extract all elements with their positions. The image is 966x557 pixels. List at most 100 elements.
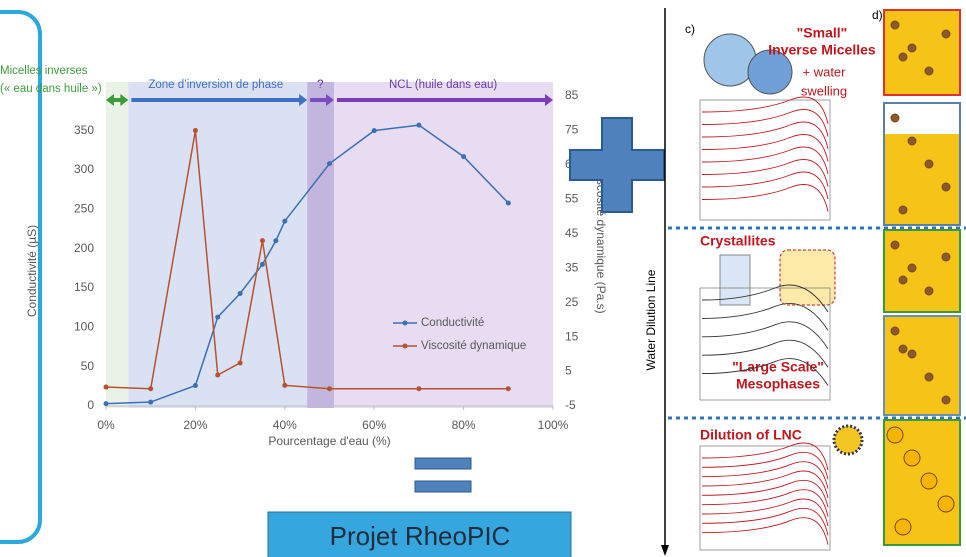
mini-curve — [701, 284, 829, 313]
panel-label: d) — [872, 8, 883, 22]
point — [327, 386, 332, 392]
zone — [333, 82, 553, 408]
mini-curve — [701, 451, 829, 480]
mini-curve — [701, 146, 829, 175]
zone-label: Zone d’inversion de phase — [148, 79, 283, 91]
figure-title: Crystallites — [700, 233, 776, 249]
point — [103, 401, 109, 407]
y-tick-label: 50 — [81, 359, 95, 373]
point — [282, 382, 288, 388]
y2-tick-label: 75 — [565, 123, 579, 137]
mini-curve — [701, 489, 829, 517]
figure-title: "Small" — [797, 25, 848, 41]
plus-sign — [569, 117, 665, 213]
point — [505, 200, 511, 206]
tile-dot — [907, 136, 917, 146]
zone-label: Micelles inverses — [0, 65, 88, 77]
arrow-head — [299, 94, 308, 106]
point — [215, 314, 221, 320]
y2-tick-label: 35 — [565, 260, 579, 274]
point — [327, 161, 332, 167]
zone — [106, 82, 129, 408]
y2-tick-label: 25 — [565, 295, 579, 309]
tile-dot — [894, 518, 912, 536]
tile-dot — [903, 449, 921, 467]
arrow-head — [106, 94, 114, 106]
point — [416, 386, 422, 392]
y-axis-label: Conductivité (µS) — [25, 225, 39, 317]
zone — [307, 82, 334, 408]
x-tick-label: 20% — [183, 418, 207, 432]
y-tick-label: 350 — [74, 123, 94, 137]
tile-dot — [907, 349, 917, 359]
point — [461, 154, 467, 160]
mini-curve — [701, 134, 829, 162]
crystal-icon — [779, 249, 836, 306]
tile-dot — [898, 205, 908, 215]
mini-curve — [701, 358, 829, 386]
arrow-head — [545, 94, 553, 106]
lnc-icon — [832, 424, 864, 456]
mini-curve — [701, 321, 829, 350]
chart: Micelles inverses (« eau dans huile ») Zon… — [0, 65, 608, 448]
zone-label: ? — [317, 79, 323, 91]
point — [282, 218, 288, 224]
tile-dot — [890, 240, 900, 250]
point — [148, 399, 154, 405]
mini-curve — [701, 517, 829, 545]
x-tick-label: 60% — [362, 418, 386, 432]
project-box — [267, 511, 572, 557]
axis-arrow — [661, 545, 669, 556]
y-tick-label: 250 — [74, 201, 94, 215]
mini-curve — [701, 442, 829, 471]
mini-curve — [701, 507, 829, 536]
mini-curve — [701, 121, 829, 150]
x-tick-label: 40% — [273, 418, 297, 432]
tile-dot — [898, 52, 908, 62]
tile-dot — [924, 372, 934, 382]
tile-dot — [937, 495, 955, 513]
crystal-icon — [719, 254, 751, 306]
mini-curve — [701, 109, 829, 137]
micelle-icon — [703, 33, 757, 87]
tile-dot — [907, 43, 917, 53]
equals-bar — [414, 480, 472, 493]
tiles — [883, 9, 961, 546]
point — [505, 386, 511, 392]
mini-curve — [701, 470, 829, 499]
mini-curve — [701, 479, 829, 508]
tile-dot — [924, 159, 934, 169]
mini-curve — [701, 302, 829, 331]
figure-title: "Large Scale" — [732, 359, 824, 375]
zone-label: (« eau dans huile ») — [0, 83, 102, 95]
y2-tick-label: 85 — [565, 88, 579, 102]
equals-bar — [414, 457, 472, 470]
project-title: Projet RheoPIC — [330, 521, 511, 551]
figure-title: Dilution of LNC — [700, 427, 802, 443]
mini-curve — [701, 171, 829, 200]
arrow-head — [120, 94, 129, 106]
mini-plots — [699, 96, 831, 551]
figure-title: Inverse Micelles — [768, 42, 876, 58]
figure: Water Dilution Line c) d) "Small" Invers… — [644, 8, 966, 556]
tile-dot — [924, 66, 934, 76]
legend-label: Conductivité — [421, 317, 484, 329]
point — [192, 127, 198, 133]
arrow-head — [325, 94, 334, 106]
series-line — [105, 130, 509, 390]
x-tick-label: 80% — [452, 418, 476, 432]
mini-curve — [701, 339, 829, 368]
point — [416, 122, 422, 128]
tile-dot — [941, 395, 951, 405]
point — [192, 383, 198, 389]
y2-tick-label: 5 — [565, 364, 572, 378]
mini-frame — [699, 445, 831, 551]
tile-dot — [898, 275, 908, 285]
tile-dot — [890, 326, 900, 336]
y2-tick-label: 55 — [565, 192, 579, 206]
legend-swatch — [402, 320, 408, 326]
mini-curve — [701, 498, 829, 527]
x-tick-label: 0% — [97, 418, 115, 432]
tile-dot — [920, 472, 938, 490]
zone-label: NCL (huile dans eau) — [389, 79, 497, 91]
